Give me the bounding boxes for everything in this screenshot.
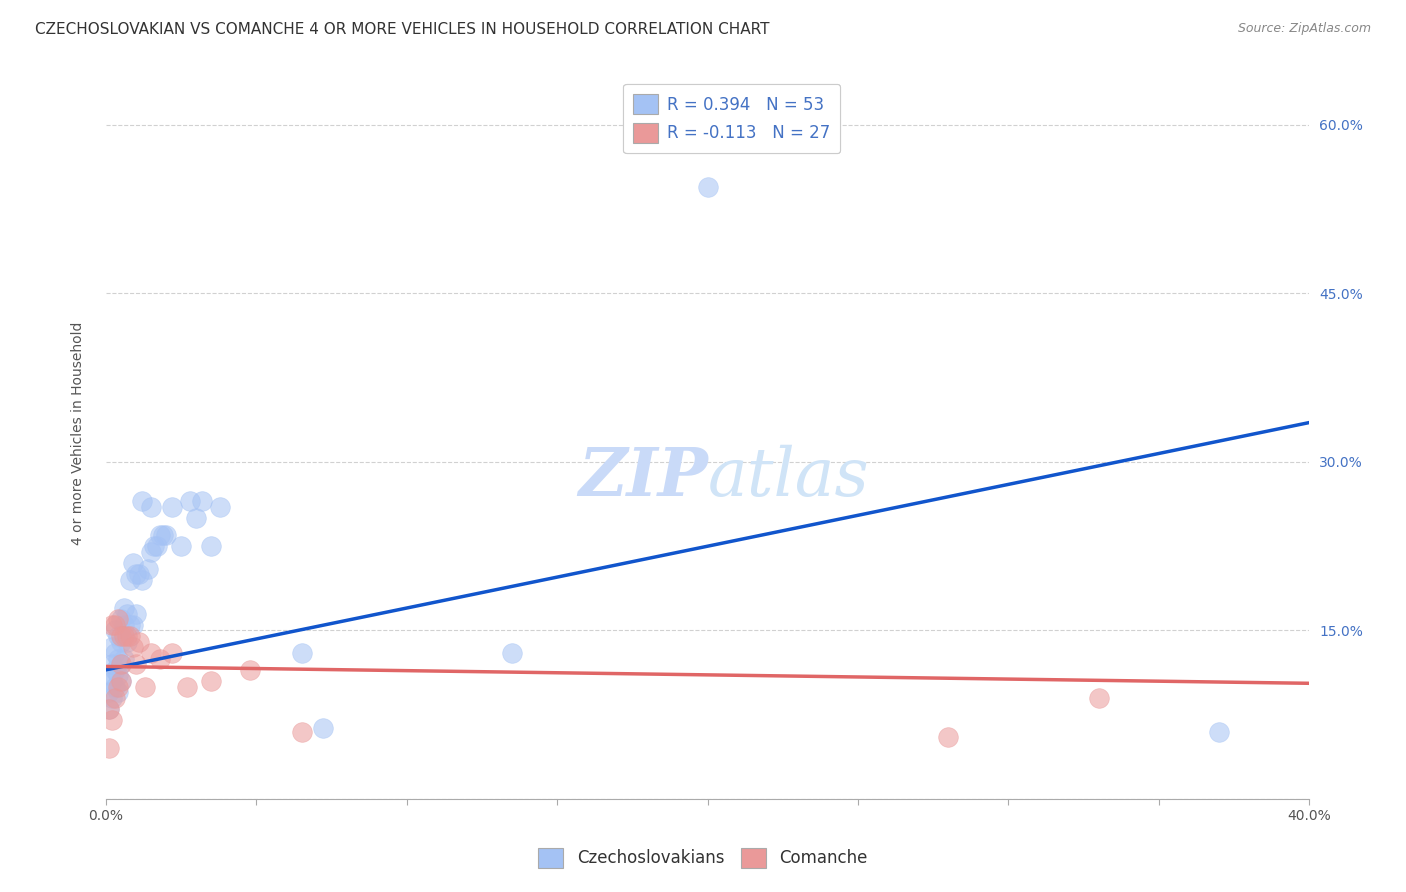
- Point: [209, 500, 232, 514]
- Point: [98, 741, 121, 756]
- Point: [311, 721, 333, 735]
- Point: [101, 640, 124, 655]
- Point: [104, 624, 127, 638]
- Point: [162, 500, 184, 514]
- Point: [191, 494, 214, 508]
- Point: [128, 567, 150, 582]
- Point: [110, 674, 132, 689]
- Point: [110, 657, 132, 672]
- Point: [1208, 724, 1230, 739]
- Point: [122, 618, 145, 632]
- Point: [101, 657, 124, 672]
- Point: [143, 539, 166, 553]
- Point: [176, 680, 198, 694]
- Point: [107, 685, 129, 699]
- Point: [104, 618, 127, 632]
- Point: [101, 714, 124, 728]
- Point: [136, 562, 159, 576]
- Point: [131, 573, 153, 587]
- Text: Source: ZipAtlas.com: Source: ZipAtlas.com: [1237, 22, 1371, 36]
- Point: [696, 179, 718, 194]
- Point: [128, 634, 150, 648]
- Point: [200, 674, 222, 689]
- Point: [936, 731, 959, 745]
- Point: [141, 646, 163, 660]
- Point: [501, 646, 523, 660]
- Point: [110, 657, 132, 672]
- Point: [104, 646, 127, 660]
- Point: [101, 690, 124, 705]
- Point: [170, 539, 193, 553]
- Point: [107, 680, 129, 694]
- Legend: Czechoslovakians, Comanche: Czechoslovakians, Comanche: [531, 841, 875, 875]
- Point: [125, 657, 148, 672]
- Point: [98, 702, 121, 716]
- Point: [186, 511, 208, 525]
- Point: [112, 651, 135, 665]
- Point: [115, 607, 138, 621]
- Point: [115, 634, 138, 648]
- Point: [134, 680, 156, 694]
- Point: [107, 651, 129, 665]
- Point: [107, 629, 129, 643]
- Point: [122, 640, 145, 655]
- Point: [98, 685, 121, 699]
- Point: [146, 539, 169, 553]
- Point: [110, 612, 132, 626]
- Point: [104, 690, 127, 705]
- Point: [110, 674, 132, 689]
- Point: [101, 618, 124, 632]
- Point: [120, 573, 142, 587]
- Point: [101, 674, 124, 689]
- Point: [200, 539, 222, 553]
- Point: [112, 601, 135, 615]
- Point: [120, 618, 142, 632]
- Point: [1087, 690, 1109, 705]
- Point: [149, 651, 172, 665]
- Point: [112, 629, 135, 643]
- Text: CZECHOSLOVAKIAN VS COMANCHE 4 OR MORE VEHICLES IN HOUSEHOLD CORRELATION CHART: CZECHOSLOVAKIAN VS COMANCHE 4 OR MORE VE…: [35, 22, 769, 37]
- Point: [291, 724, 314, 739]
- Point: [104, 663, 127, 677]
- Point: [149, 528, 172, 542]
- Point: [110, 629, 132, 643]
- Text: atlas: atlas: [707, 445, 869, 510]
- Point: [152, 528, 174, 542]
- Point: [98, 668, 121, 682]
- Point: [179, 494, 201, 508]
- Point: [98, 702, 121, 716]
- Point: [125, 607, 148, 621]
- Point: [291, 646, 314, 660]
- Point: [141, 545, 163, 559]
- Point: [120, 629, 142, 643]
- Point: [112, 618, 135, 632]
- Point: [107, 612, 129, 626]
- Point: [104, 680, 127, 694]
- Point: [155, 528, 177, 542]
- Point: [131, 494, 153, 508]
- Point: [122, 556, 145, 570]
- Point: [162, 646, 184, 660]
- Y-axis label: 4 or more Vehicles in Household: 4 or more Vehicles in Household: [72, 322, 86, 546]
- Point: [125, 567, 148, 582]
- Point: [110, 634, 132, 648]
- Text: ZIP: ZIP: [578, 445, 707, 510]
- Point: [239, 663, 262, 677]
- Point: [107, 668, 129, 682]
- Point: [115, 629, 138, 643]
- Point: [141, 500, 163, 514]
- Legend: R = 0.394   N = 53, R = -0.113   N = 27: R = 0.394 N = 53, R = -0.113 N = 27: [623, 84, 839, 153]
